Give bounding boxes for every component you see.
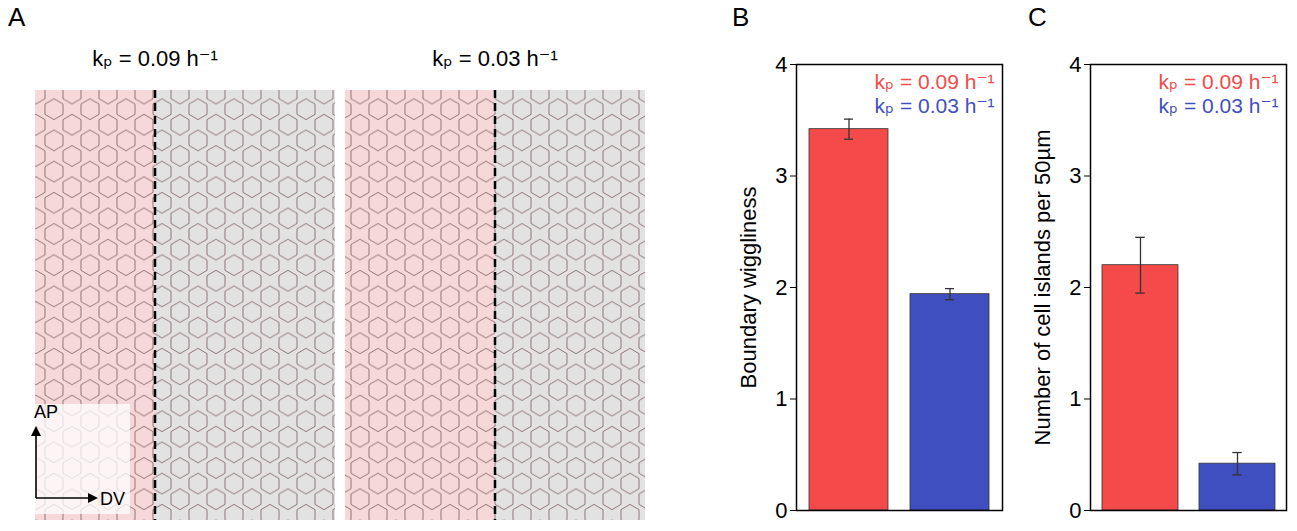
- svg-text:DV: DV: [100, 489, 125, 509]
- svg-text:3: 3: [775, 163, 787, 188]
- html-text:B: B: [732, 2, 750, 32]
- svg-text:kₚ = 0.09 h⁻¹: kₚ = 0.09 h⁻¹: [1159, 70, 1279, 93]
- html-text:C: C: [1028, 2, 1047, 32]
- svg-text:kₚ = 0.03 h⁻¹: kₚ = 0.03 h⁻¹: [1159, 94, 1279, 117]
- svg-text:3: 3: [1069, 163, 1081, 188]
- svg-text:kₚ = 0.09 h⁻¹: kₚ = 0.09 h⁻¹: [875, 70, 995, 93]
- svg-text:Boundary wiggliness: Boundary wiggliness: [736, 187, 761, 389]
- svg-text:4: 4: [775, 52, 787, 77]
- svg-text:1: 1: [775, 386, 787, 411]
- svg-text:kₚ = 0.09 h⁻¹: kₚ = 0.09 h⁻¹: [92, 46, 218, 71]
- svg-text:kₚ = 0.03 h⁻¹: kₚ = 0.03 h⁻¹: [432, 46, 558, 71]
- svg-text:2: 2: [775, 275, 787, 300]
- html-text:A: A: [8, 2, 26, 32]
- svg-text:kₚ = 0.03 h⁻¹: kₚ = 0.03 h⁻¹: [875, 94, 995, 117]
- svg-text:AP: AP: [34, 402, 58, 422]
- svg-text:1: 1: [1069, 386, 1081, 411]
- svg-text:0: 0: [1069, 498, 1081, 523]
- svg-text:2: 2: [1069, 275, 1081, 300]
- svg-text:Number of cell islands per 50µ: Number of cell islands per 50µm: [1030, 130, 1055, 446]
- svg-text:4: 4: [1069, 52, 1081, 77]
- svg-text:0: 0: [775, 498, 787, 523]
